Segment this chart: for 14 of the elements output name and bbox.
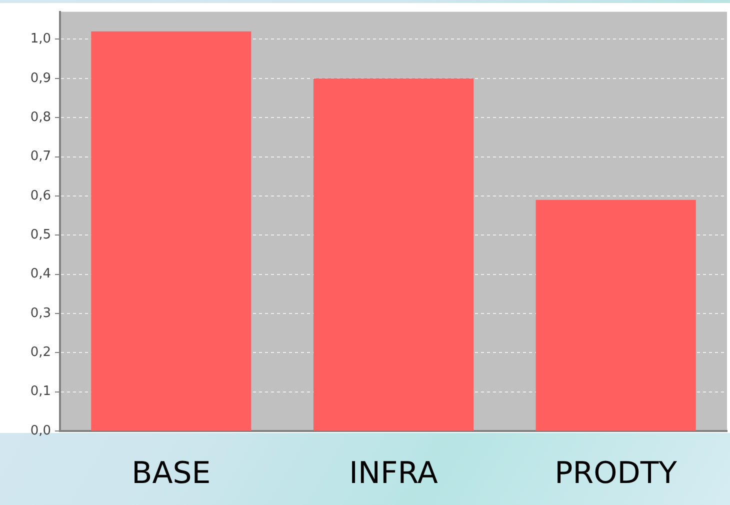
x-tick-label: PRODTY [554,456,678,491]
y-tick-label: 0,6 [30,188,51,204]
x-tick-label: INFRA [349,456,438,491]
y-tick-label: 0,5 [30,227,51,242]
x-tick-label: BASE [132,456,211,491]
y-tick-label: 0,4 [30,266,51,282]
y-tick-label: 0,0 [30,423,51,438]
y-tick-label: 0,8 [30,110,51,125]
y-tick-label: 0,9 [30,70,51,86]
y-tick-label: 1,0 [30,32,51,47]
y-tick-label: 0,3 [30,306,51,321]
y-tick-label: 0,7 [30,149,51,164]
y-tick-label: 0,1 [30,384,51,400]
y-tick-label: 0,2 [30,345,51,360]
